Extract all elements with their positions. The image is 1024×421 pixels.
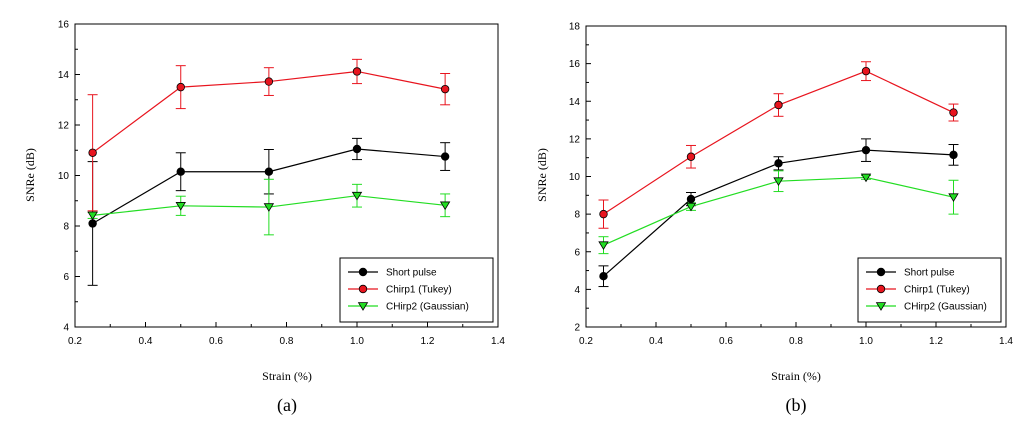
data-point-short-pulse — [774, 159, 783, 168]
x-tick-label: 0.2 — [68, 336, 82, 347]
data-point-chirp2-gaussian — [773, 177, 784, 187]
x-tick-label: 1.2 — [421, 336, 435, 347]
data-point-chirp2-gaussian — [439, 201, 451, 211]
legend-a: Short pulse Chirp1 (Tukey) CHirp2 (Gaussia… — [339, 257, 494, 323]
x-tick-label: 1.2 — [929, 336, 943, 347]
data-point-chirp2-gaussian — [598, 241, 609, 250]
x-tick-label: 0.4 — [649, 336, 663, 347]
error-bars-a — [87, 58, 451, 286]
x-tick-label: 0.6 — [719, 336, 733, 347]
legend-label: CHirp2 (Gaussian) — [386, 302, 469, 313]
data-point-short-pulse — [88, 219, 97, 228]
y-tick-label: 4 — [574, 285, 580, 296]
x-axis-title-a: Strain (%) — [262, 369, 312, 383]
data-point-chirp1-tukey — [949, 108, 958, 117]
data-point-chirp2-gaussian — [685, 202, 697, 212]
y-axis-title-a: SNRe (dB) — [23, 148, 37, 202]
legend-entry-short-pulse: Short pulse — [348, 268, 437, 279]
panel-label-a: (a) — [277, 395, 297, 416]
y-tick-label: 2 — [574, 323, 580, 334]
legend-swatch-marker — [358, 267, 368, 277]
data-point-chirp2-gaussian — [948, 193, 959, 203]
data-point-chirp1-tukey — [861, 66, 871, 76]
data-point-chirp1-tukey — [686, 152, 696, 161]
x-tick-label: 0.2 — [579, 336, 593, 347]
y-tick-label: 6 — [63, 272, 69, 283]
legend-entry-short-pulse: Short pulse — [866, 268, 955, 279]
y-tick-label: 16 — [569, 59, 581, 70]
legend-b: Short pulse Chirp1 (Tukey) CHirp2 (Gaussia… — [857, 257, 1002, 323]
data-point-chirp1-tukey — [176, 82, 185, 92]
legend-entry-chirp2-gaussian: CHirp2 (Gaussian) — [866, 302, 987, 313]
data-point-chirp2-gaussian — [351, 191, 363, 201]
y-tick-label: 14 — [58, 70, 70, 81]
legend-swatch-marker — [358, 284, 368, 294]
data-point-short-pulse — [949, 150, 958, 160]
data-points-a — [87, 67, 451, 228]
y-tick-label: 12 — [58, 121, 70, 132]
y-tick-label: 12 — [569, 134, 581, 145]
x-tick-label: 1.4 — [491, 336, 505, 347]
x-ticks-b: 0.2 0.4 0.6 0.8 1.0 1.2 1.4 — [579, 322, 1013, 347]
data-point-short-pulse — [264, 167, 274, 176]
data-point-chirp1-tukey — [264, 77, 274, 86]
x-ticks-a: 0.2 0.4 0.6 0.8 1.0 1.2 1.4 — [68, 322, 505, 347]
data-point-chirp1-tukey — [352, 67, 362, 76]
panel-label-b: (b) — [786, 395, 807, 416]
data-point-short-pulse — [352, 144, 362, 154]
data-point-short-pulse — [861, 145, 871, 155]
data-point-chirp2-gaussian — [175, 202, 186, 211]
legend-swatch-marker — [875, 302, 887, 311]
data-point-short-pulse — [599, 272, 608, 281]
data-point-chirp1-tukey — [599, 209, 608, 219]
y-tick-label: 18 — [569, 22, 581, 33]
y-tick-label: 6 — [574, 247, 580, 258]
y-axis-title-b: SNRe (dB) — [535, 148, 549, 202]
y-tick-label: 10 — [569, 172, 581, 183]
legend-entry-chirp2-gaussian: CHirp2 (Gaussian) — [348, 302, 469, 313]
error-bars-b — [598, 61, 959, 288]
y-tick-label: 14 — [569, 97, 581, 108]
x-tick-label: 1.0 — [859, 336, 873, 347]
data-point-chirp1-tukey — [440, 84, 450, 94]
legend-swatch-marker — [357, 302, 369, 311]
chart-panel-a: 0.2 0.4 0.6 0.8 1.0 1.2 1.4 4 6 8 10 12 14 16 Strain… — [23, 20, 505, 417]
legend-label: CHirp2 (Gaussian) — [904, 302, 987, 313]
y-tick-label: 16 — [58, 20, 70, 31]
data-point-chirp1-tukey — [88, 148, 97, 157]
y-ticks-b: 2 4 6 8 10 12 14 16 18 — [569, 22, 591, 334]
legend-label: Short pulse — [904, 268, 955, 279]
legend-entry-chirp1-tukey: Chirp1 (Tukey) — [348, 285, 452, 296]
y-tick-label: 4 — [63, 323, 69, 334]
y-tick-label: 8 — [574, 210, 580, 221]
series-line-chirp1-tukey — [603, 70, 954, 215]
legend-entry-chirp1-tukey: Chirp1 (Tukey) — [866, 285, 970, 296]
legend-swatch-marker — [876, 267, 886, 277]
x-tick-label: 0.4 — [139, 336, 153, 347]
x-tick-label: 0.8 — [789, 336, 803, 347]
chart-panel-b: 0.2 0.4 0.6 0.8 1.0 1.2 1.4 2 4 6 8 10 12 14 16 18 Str… — [535, 22, 1013, 417]
y-ticks-a: 4 6 8 10 12 14 16 — [58, 20, 80, 334]
legend-label: Chirp1 (Tukey) — [386, 285, 452, 296]
data-point-chirp2-gaussian — [860, 173, 872, 183]
data-points-b — [598, 66, 959, 281]
data-point-short-pulse — [440, 152, 450, 161]
legend-swatch-marker — [876, 284, 886, 294]
x-tick-label: 0.6 — [209, 336, 223, 347]
legend-label: Short pulse — [386, 268, 437, 279]
data-point-short-pulse — [176, 167, 185, 176]
data-point-short-pulse — [686, 194, 696, 204]
legend-label: Chirp1 (Tukey) — [904, 285, 970, 296]
x-tick-label: 1.4 — [999, 336, 1013, 347]
y-tick-label: 8 — [63, 222, 69, 233]
data-point-chirp2-gaussian — [263, 203, 275, 212]
y-tick-label: 10 — [58, 171, 70, 182]
data-point-chirp2-gaussian — [87, 211, 98, 221]
x-tick-label: 1.0 — [350, 336, 364, 347]
x-axis-title-b: Strain (%) — [771, 369, 821, 383]
data-point-chirp1-tukey — [774, 100, 783, 110]
x-tick-label: 0.8 — [280, 336, 294, 347]
